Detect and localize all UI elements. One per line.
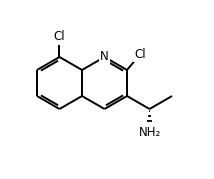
- Text: NH₂: NH₂: [138, 126, 161, 139]
- Text: Cl: Cl: [135, 48, 146, 61]
- Text: N: N: [100, 50, 109, 64]
- Text: Cl: Cl: [54, 30, 65, 43]
